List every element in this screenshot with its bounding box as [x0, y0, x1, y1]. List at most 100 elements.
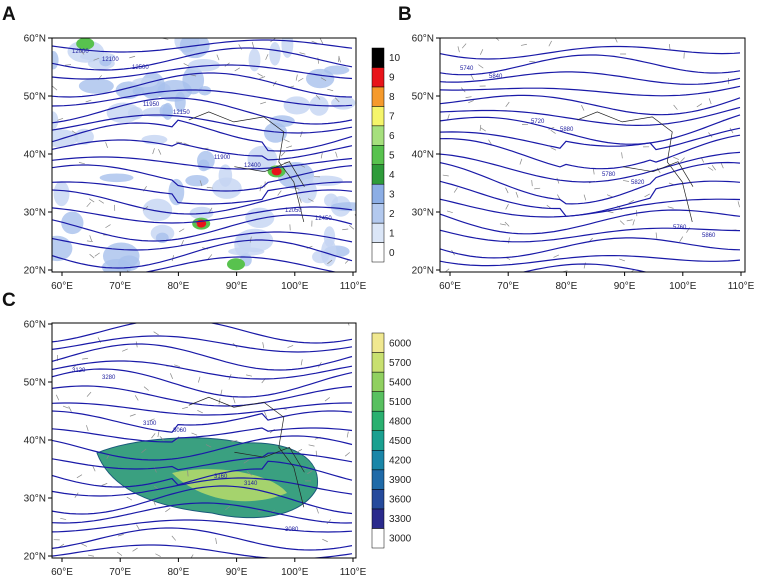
colorbar-bin [371, 450, 385, 471]
height-contour [52, 64, 353, 80]
wind-barb [583, 194, 587, 201]
lon-label: 100°E [281, 567, 309, 578]
contour-label: 5880 [560, 127, 574, 133]
wind-barb [488, 139, 492, 146]
colorbar-label: 3600 [389, 495, 412, 506]
wind-barb [220, 389, 223, 396]
wind-barb [57, 117, 64, 121]
colorbar-label: 6 [389, 131, 395, 142]
colorbar-bin [371, 352, 385, 373]
wind-barb [129, 55, 136, 59]
height-contour [440, 127, 741, 151]
height-contour [440, 237, 741, 259]
wind-barb [165, 507, 171, 513]
contour-label: 5780 [602, 172, 616, 178]
wind-barb [182, 406, 189, 410]
wind-barb [484, 38, 486, 39]
wind-barb [342, 228, 349, 231]
height-contour [52, 477, 353, 497]
wind-barb [89, 198, 95, 203]
colorbar-bin [371, 528, 385, 549]
wind-barb [251, 41, 255, 48]
lat-label: 30°N [412, 208, 434, 219]
wind-barb [508, 237, 510, 244]
wind-barb [183, 63, 190, 67]
height-contour [52, 256, 339, 272]
wind-barb [300, 359, 303, 366]
wind-barb [206, 186, 213, 189]
wind-barb [89, 253, 95, 259]
wind-barb [534, 187, 541, 190]
height-contour [52, 97, 353, 125]
map-frame [439, 37, 746, 273]
wind-barb [300, 131, 303, 138]
contour-label: 12000 [72, 49, 89, 55]
height-contour [52, 544, 353, 558]
lat-label: 40°N [24, 150, 46, 161]
wind-barb [656, 167, 661, 174]
height-contour [52, 519, 353, 533]
wind-barb [619, 220, 625, 226]
wind-barb [335, 151, 338, 158]
height-contour [52, 335, 353, 353]
precip-core [271, 167, 282, 176]
wind-barb [76, 474, 83, 479]
map-content: 3120 3100 3160 3080 3280 3060 3140 [52, 323, 353, 558]
wind-barb [505, 187, 509, 194]
height-contour [52, 385, 353, 407]
height-contour [52, 360, 353, 380]
lat-label: 50°N [24, 378, 46, 389]
wind-barb [327, 88, 334, 92]
map-frame-bg [440, 38, 745, 272]
wind-barb [65, 64, 72, 66]
precip-patch [263, 122, 288, 143]
height-contour [440, 198, 741, 218]
lat-label: 40°N [412, 150, 434, 161]
height-contour [52, 47, 353, 71]
wind-barb [504, 221, 510, 227]
wind-barb [116, 551, 123, 556]
lon-label: 110°E [340, 567, 367, 578]
wind-barb [71, 130, 78, 135]
contour-label: 11900 [214, 155, 231, 161]
colorbar-label: 5100 [389, 397, 412, 408]
colorbar-label: 5400 [389, 377, 412, 388]
wind-barb [316, 507, 319, 514]
wind-barb [174, 364, 181, 368]
height-contour [52, 119, 353, 152]
wind-barb [79, 49, 85, 55]
wind-barb [86, 425, 89, 431]
precip-patch [101, 259, 132, 272]
wind-barb [479, 124, 482, 131]
precip-patch [197, 159, 210, 172]
colorbar-label: 4800 [389, 416, 412, 427]
wind-barb [283, 139, 290, 143]
wind-barb [334, 97, 340, 103]
height-contour [52, 156, 353, 170]
wind-barb [157, 431, 160, 438]
precip-patch [324, 193, 339, 208]
wind-barb [190, 554, 194, 558]
height-contour [52, 343, 353, 371]
colorbar-label: 10 [389, 53, 401, 64]
height-contour [440, 94, 741, 116]
precip-patch [61, 211, 84, 235]
colorbar-label: 5 [389, 151, 395, 162]
wind-barb [461, 43, 467, 49]
height-contour [52, 239, 353, 269]
map-content: 5740 5720 5780 5760 5840 5880 5820 5860 [440, 38, 741, 272]
wind-barb [101, 483, 108, 486]
wind-barb [711, 165, 716, 171]
colorbar-label: 7 [389, 112, 395, 123]
wind-barb [440, 88, 441, 90]
height-contour [52, 139, 353, 161]
map-frame [51, 37, 357, 273]
wind-barb [480, 127, 486, 132]
contour-label: 3140 [244, 481, 258, 487]
height-contour [52, 181, 352, 205]
colorbar-bin [371, 145, 385, 165]
precip-patch [247, 145, 278, 172]
wind-barb [170, 373, 174, 379]
wind-barb [344, 452, 350, 457]
precip-patch [188, 59, 220, 72]
